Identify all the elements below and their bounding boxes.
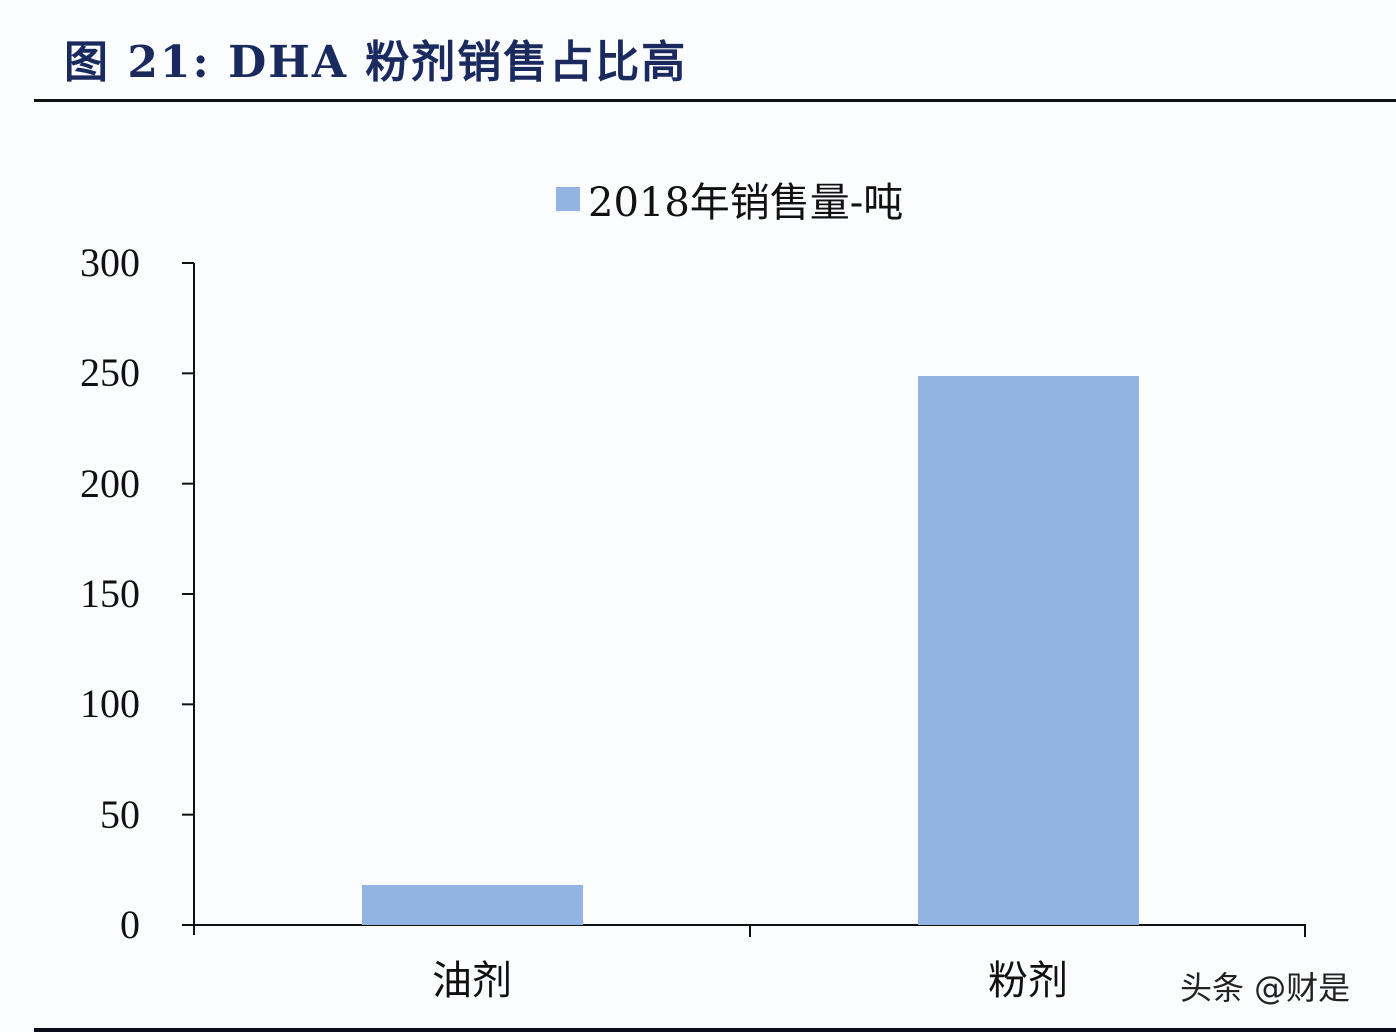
bar-oil [362, 885, 583, 925]
watermark: 头条 @财是 [1180, 969, 1351, 1007]
y-ticks [182, 262, 194, 926]
bar-powder [918, 375, 1139, 925]
legend-swatch [556, 187, 580, 211]
x-label-powder: 粉剂 [988, 958, 1068, 1004]
chart-title: 图 21: DHA 粉剂销售占比高 [64, 37, 688, 88]
y-tick-label: 150 [80, 571, 140, 616]
x-label-oil: 油剂 [432, 958, 512, 1004]
y-tick-label: 200 [80, 460, 140, 506]
title-rule [34, 99, 1396, 102]
y-tick-label: 100 [80, 681, 140, 727]
y-tick-label: 250 [80, 350, 140, 396]
legend-label: 2018年销售量-吨 [588, 180, 904, 226]
y-tick-label: 300 [80, 240, 140, 285]
y-tick-label: 0 [120, 902, 140, 947]
y-tick-label: 50 [100, 791, 140, 837]
legend: 2018年销售量-吨 [556, 170, 903, 228]
bottom-rule [34, 1028, 1396, 1032]
